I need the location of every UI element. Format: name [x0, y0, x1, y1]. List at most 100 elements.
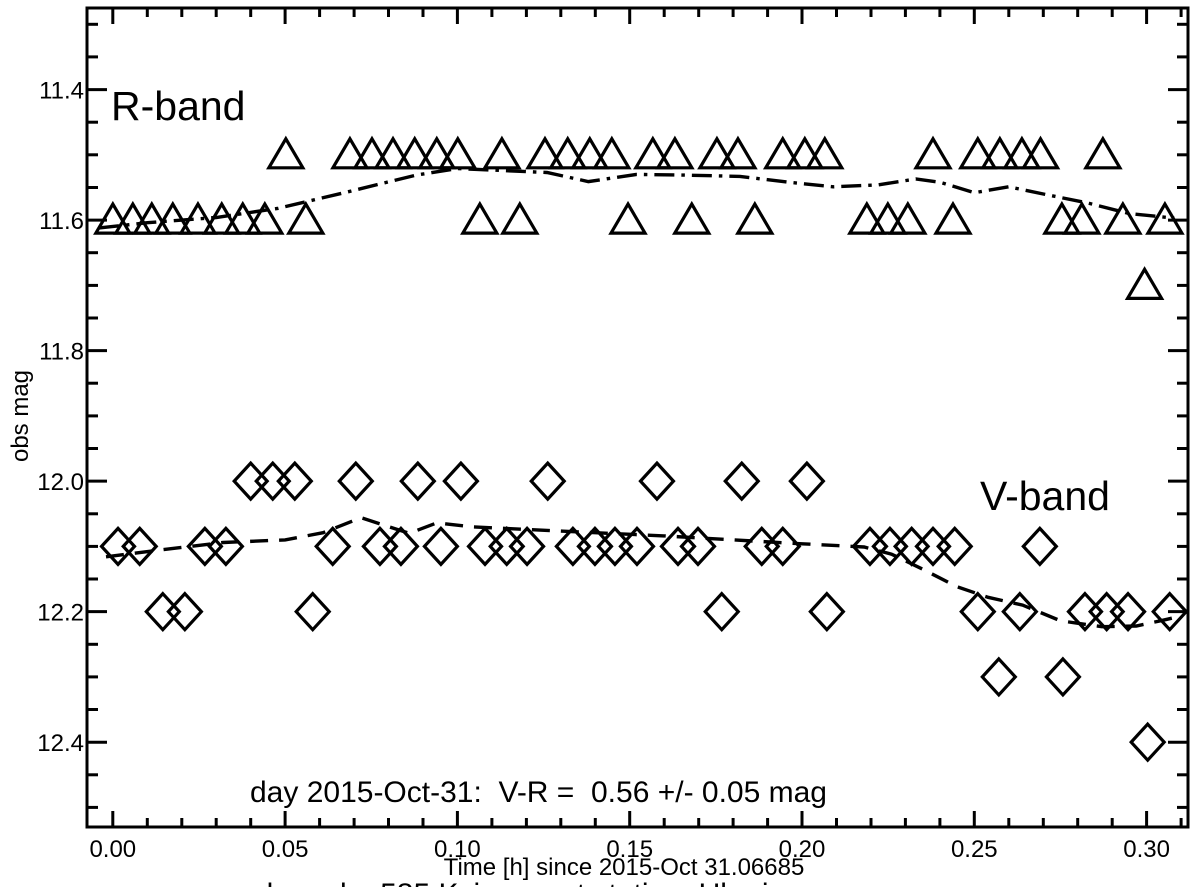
r-band-point — [1042, 200, 1082, 235]
v-band-point — [1088, 591, 1126, 633]
v-band-point — [914, 526, 952, 567]
x-axis-title: Time [h] since 2015-Oct 31.06685 — [443, 854, 805, 881]
r-band-point — [933, 200, 973, 235]
r-band-point — [1103, 200, 1143, 235]
v-band-point — [529, 460, 567, 502]
y-tick-label: 11.8 — [39, 339, 84, 366]
r-band-point — [1062, 200, 1102, 235]
r-band-point — [569, 135, 610, 170]
x-tick-label: 0.20 — [779, 836, 826, 863]
r-band-point — [958, 135, 998, 170]
r-band-point — [178, 200, 218, 235]
annotation-line-2: obscode: 585 Kyiv comet station, Ukraine — [250, 878, 827, 887]
r-band-point — [286, 200, 326, 235]
v-band-point — [276, 460, 314, 502]
v-band-point — [554, 526, 592, 567]
v-band-point — [508, 526, 546, 567]
v-band-point — [294, 591, 332, 633]
y-tick-label: 12.4 — [37, 730, 84, 757]
v-band-point — [442, 460, 480, 502]
v-band-point — [232, 460, 270, 502]
r-band-point — [1145, 200, 1185, 235]
v-band-point — [466, 526, 504, 567]
annotation-line-1: day 2015-Oct-31: V-R = 0.56 +/- 0.05 mag — [250, 776, 827, 809]
r-band-point — [330, 135, 370, 170]
r-band-series-label: R-band — [111, 83, 246, 129]
r-band-point — [592, 135, 632, 170]
v-band-point — [808, 591, 846, 633]
r-band-point — [735, 200, 775, 235]
r-band-point — [222, 200, 263, 235]
v-band-point — [254, 460, 292, 502]
v-band-point — [314, 526, 352, 567]
x-tick-label: 0.25 — [951, 836, 998, 863]
v-band-point — [788, 460, 826, 502]
r-band-point — [1124, 266, 1165, 300]
r-band-point — [847, 200, 887, 235]
v-band-point — [144, 591, 182, 633]
v-band-point — [488, 526, 526, 567]
r-band-point — [482, 135, 522, 170]
v-band-point — [166, 591, 204, 633]
r-band-point — [785, 135, 825, 170]
r-band-point — [113, 200, 153, 235]
r-band-point — [1083, 135, 1123, 170]
v-band-point — [337, 460, 375, 502]
v-band-point — [121, 526, 159, 567]
y-tick-label: 11.4 — [39, 78, 84, 105]
r-band-point — [1020, 135, 1061, 170]
v-band-point — [1044, 656, 1082, 698]
v-band-point — [361, 526, 399, 567]
r-band-point — [373, 135, 413, 170]
v-band-point — [1021, 526, 1059, 567]
v-band-point — [703, 591, 741, 633]
v-band-point — [1151, 591, 1189, 633]
x-tick-label: 0.00 — [89, 836, 136, 863]
v-band-series-label: V-band — [980, 473, 1110, 519]
v-band-point — [422, 526, 460, 567]
r-band-point — [697, 135, 737, 170]
v-band-point — [659, 526, 697, 567]
v-band-point — [936, 526, 974, 567]
r-band-point — [913, 135, 953, 170]
x-tick-label: 0.10 — [434, 836, 481, 863]
v-band-point — [1001, 591, 1039, 633]
v-band-point — [679, 526, 717, 567]
y-tick-label: 12.0 — [37, 469, 84, 496]
r-band-point — [416, 135, 457, 170]
v-band-point — [399, 460, 437, 502]
r-band-point — [460, 200, 500, 235]
r-band-trend-line — [98, 166, 1175, 230]
r-band-point — [352, 135, 392, 170]
r-band-point — [718, 135, 758, 170]
r-band-point — [131, 200, 172, 235]
v-band-point — [1109, 591, 1147, 633]
v-band-point — [764, 526, 802, 567]
v-band-point — [207, 526, 245, 567]
r-band-point — [633, 135, 673, 170]
r-band-point — [980, 135, 1020, 170]
v-band-point — [723, 460, 761, 502]
r-band-point — [671, 200, 712, 235]
v-band-point — [959, 591, 997, 633]
v-band-point — [638, 460, 676, 502]
v-band-point — [892, 526, 931, 567]
plot-frame — [85, 6, 1190, 829]
r-band-point — [525, 135, 565, 170]
r-band-point — [608, 200, 648, 235]
r-band-point — [437, 135, 478, 170]
r-band-point — [655, 135, 695, 170]
v-band-point — [743, 526, 781, 567]
x-tick-label: 0.15 — [606, 836, 653, 863]
r-band-point — [868, 200, 908, 235]
v-band-point — [1129, 721, 1167, 763]
r-band-point — [201, 200, 242, 235]
r-band-point — [888, 200, 928, 235]
y-tick-label: 11.6 — [39, 208, 84, 235]
r-band-point — [804, 135, 845, 170]
y-tick-label: 12.2 — [37, 600, 84, 627]
r-band-point — [394, 135, 435, 170]
x-tick-label: 0.30 — [1123, 836, 1170, 863]
